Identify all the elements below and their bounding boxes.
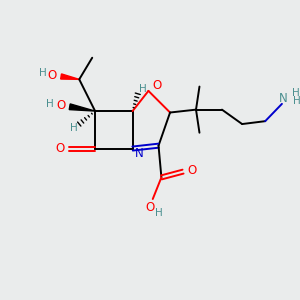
Text: H: H [139, 84, 147, 94]
Text: O: O [146, 201, 155, 214]
Text: O: O [152, 79, 162, 92]
Text: H: H [70, 123, 78, 134]
Text: H: H [39, 68, 47, 78]
Text: N: N [134, 147, 143, 160]
Text: N: N [279, 92, 288, 105]
Text: H: H [155, 208, 163, 218]
Polygon shape [69, 104, 95, 111]
Text: H: H [46, 99, 53, 110]
Text: O: O [56, 142, 65, 155]
Text: H: H [293, 96, 300, 106]
Text: O: O [48, 68, 57, 82]
Text: O: O [56, 99, 66, 112]
Polygon shape [61, 74, 79, 80]
Text: H: H [292, 88, 300, 98]
Text: O: O [187, 164, 196, 177]
